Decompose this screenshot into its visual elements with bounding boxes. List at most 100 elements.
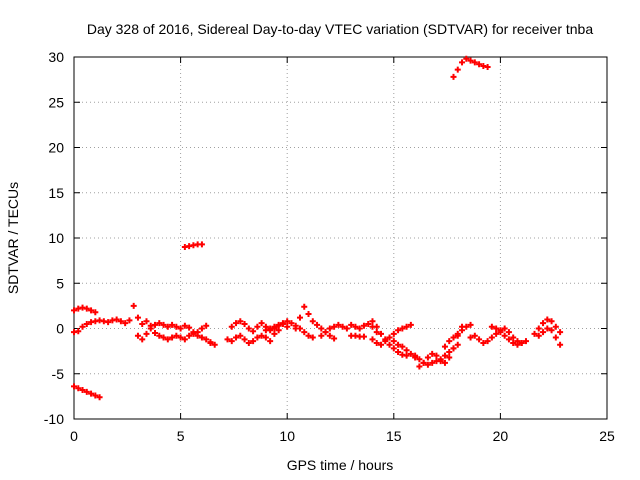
data-point <box>339 323 346 330</box>
data-point <box>258 320 265 327</box>
data-point <box>186 332 193 339</box>
data-point <box>437 358 444 365</box>
data-point <box>139 320 146 327</box>
data-point <box>395 327 402 334</box>
data-point <box>369 318 376 325</box>
data-point <box>75 328 82 335</box>
data-point <box>203 336 210 343</box>
data-point <box>424 361 431 368</box>
data-point <box>186 324 193 331</box>
data-point <box>360 322 367 329</box>
data-point <box>484 338 491 345</box>
data-point <box>275 321 282 328</box>
data-point <box>480 339 487 346</box>
data-point <box>305 311 312 318</box>
data-point <box>279 320 286 327</box>
data-point <box>75 385 82 392</box>
data-point <box>463 55 470 62</box>
data-point <box>441 352 448 359</box>
data-point <box>373 339 380 346</box>
data-point <box>416 356 423 363</box>
data-point <box>407 321 414 328</box>
data-point <box>476 61 483 68</box>
data-point <box>544 316 551 323</box>
series-arc-3-0-4-4h <box>134 320 171 343</box>
data-point <box>296 314 303 321</box>
data-point <box>488 323 495 330</box>
data-point <box>284 318 291 325</box>
data-point <box>164 336 171 343</box>
data-point <box>433 352 440 359</box>
data-point <box>522 338 529 345</box>
data-point <box>288 320 295 327</box>
data-point <box>160 321 167 328</box>
data-point <box>390 338 397 345</box>
series-isolated-5-6h <box>181 241 205 251</box>
data-point <box>254 334 261 341</box>
data-point <box>71 307 77 314</box>
data-point <box>424 354 431 361</box>
series-main-0-3h <box>71 316 133 336</box>
data-point <box>156 332 163 339</box>
data-point <box>390 330 397 337</box>
tick-labels: 0 5 10 15 20 25 -10 -5 0 5 10 15 20 25 30 <box>44 49 615 444</box>
data-point <box>262 327 269 334</box>
data-point <box>88 390 95 397</box>
data-point <box>505 329 512 336</box>
data-point <box>335 321 342 328</box>
series-short-arc-1 <box>71 304 99 316</box>
data-point <box>463 323 470 330</box>
data-point <box>378 330 385 337</box>
data-point <box>446 349 453 356</box>
data-point <box>92 392 99 399</box>
data-point <box>233 334 240 341</box>
data-point <box>130 302 137 309</box>
series-arc-14-0-15-6h <box>369 318 410 359</box>
data-point <box>207 339 214 346</box>
data-point <box>510 339 517 346</box>
data-point <box>181 336 188 343</box>
data-point <box>211 341 218 348</box>
data-point <box>386 334 393 341</box>
data-point <box>441 343 448 350</box>
data-point <box>169 321 176 328</box>
data-point <box>450 334 457 341</box>
data-point <box>395 341 402 348</box>
data-point <box>309 334 316 341</box>
chart-title: Day 328 of 2016, Sidereal Day-to-day VTE… <box>87 21 594 37</box>
y-tick-label: 25 <box>48 94 64 110</box>
data-point <box>254 323 261 330</box>
data-point <box>71 383 77 390</box>
data-point <box>535 332 542 339</box>
data-point <box>331 335 338 342</box>
data-point <box>314 321 321 328</box>
data-point <box>237 318 244 325</box>
data-point <box>429 350 436 357</box>
data-point <box>360 333 367 340</box>
data-point <box>284 323 291 330</box>
data-point <box>446 354 453 361</box>
data-points <box>71 55 564 401</box>
data-point <box>552 323 559 330</box>
data-point <box>531 330 538 337</box>
series-arc-14-0-15-8h <box>369 321 414 348</box>
data-point <box>318 325 325 332</box>
data-point <box>113 316 120 323</box>
data-point <box>548 327 555 334</box>
series-arc-19-6-21-2h <box>488 323 529 348</box>
data-point <box>399 325 406 332</box>
data-point <box>343 325 350 332</box>
data-point <box>169 334 176 341</box>
data-point <box>177 334 184 341</box>
x-tick-label: 0 <box>70 428 78 444</box>
series-high-arc-18h <box>450 55 491 80</box>
data-point <box>250 338 257 345</box>
data-point <box>245 325 252 332</box>
data-point <box>173 332 180 339</box>
series-arc-2-8-4-8h <box>130 302 180 343</box>
y-tick-label: 15 <box>48 185 64 201</box>
x-tick-label: 25 <box>599 428 615 444</box>
axis-ticks <box>73 56 608 420</box>
x-tick-label: 10 <box>279 428 295 444</box>
data-point <box>198 241 205 248</box>
